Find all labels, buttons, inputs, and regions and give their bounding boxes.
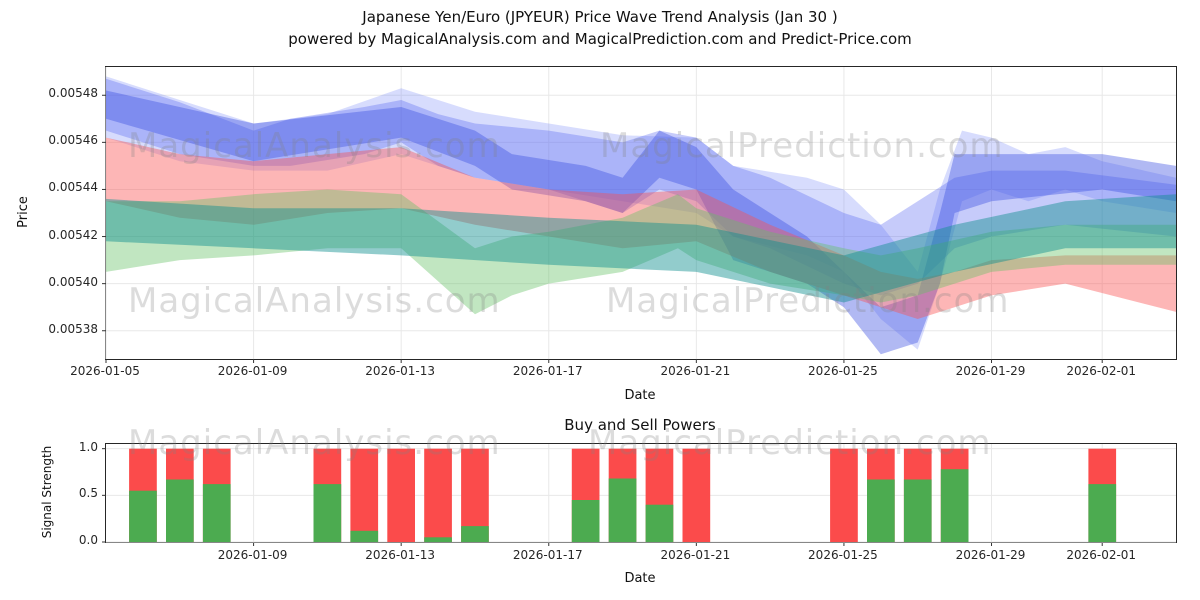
buy-bar-2026-01-12 [350,530,379,542]
figure-title-line2: powered by MagicalAnalysis.com and Magic… [288,30,912,48]
buy-bar-2026-01-07 [166,479,194,542]
buy-bar-2026-01-18 [571,500,600,542]
price-x-axis-label: Date [624,388,656,403]
price-band-teal [106,194,1176,303]
powers-x-tick-label: 2026-01-17 [512,548,583,562]
buy-bar-2026-01-28 [940,469,969,542]
price-x-tick-label: 2026-01-25 [808,364,878,378]
figure-title-line1: Japanese Yen/Euro (JPYEUR) Price Wave Tr… [362,8,838,26]
price-band-red [106,137,1176,319]
powers-x-tick-label: 2026-01-25 [808,548,878,562]
price-y-tick-label: 0.00548 [48,86,98,101]
price-y-tick-label: 0.00538 [48,321,98,336]
powers-x-tick-label: 2026-02-01 [1066,548,1137,562]
buy-bar-2026-01-19 [608,478,637,542]
powers-x-tick-label: 2026-01-21 [660,548,731,562]
buy-bar-2026-01-20 [645,504,674,542]
price-y-axis-label: Price [16,196,31,228]
buy-bar-2026-01-27 [903,479,932,542]
buy-sell-powers-chart [102,443,1177,546]
sell-bar-2026-01-12 [350,448,379,542]
powers-y-tick-label: 0.5 [78,486,98,501]
price-band-green [106,189,1176,315]
powers-chart-title: Buy and Sell Powers [564,416,716,434]
price-x-tick-label: 2026-01-17 [512,364,583,378]
price-x-tick-label: 2026-01-09 [217,364,288,378]
price-x-tick-label: 2026-01-13 [365,364,436,378]
sell-bar-2026-01-21 [682,448,711,542]
buy-bar-2026-01-15 [461,526,489,542]
buy-bar-2026-01-11 [313,484,342,542]
powers-x-tick-label: 2026-01-29 [955,548,1026,562]
price-x-tick-label: 2026-01-29 [955,364,1026,378]
price-band-blue-inner [106,90,1176,355]
powers-x-axis-label: Date [624,571,656,586]
price-x-tick-label: 2026-02-01 [1066,364,1137,378]
sell-bar-2026-01-25 [830,448,858,542]
powers-y-tick-label: 0.0 [78,533,98,547]
sell-bar-2026-01-14 [424,448,452,542]
powers-x-tick-label: 2026-01-13 [365,548,436,562]
price-y-tick-label: 0.00540 [48,274,98,289]
buy-bar-2026-01-26 [867,479,895,542]
price-band-blue-outer [106,76,1176,350]
price-wave-chart [102,66,1177,363]
powers-x-tick-label: 2026-01-09 [217,548,288,562]
price-x-tick-label: 2026-01-21 [660,364,731,378]
price-x-tick-label: 2026-01-05 [70,364,140,378]
buy-bar-2026-01-08 [202,484,231,542]
powers-y-axis-label: Signal Strength [40,445,54,539]
price-y-tick-label: 0.00546 [48,133,98,148]
powers-y-tick-label: 1.0 [78,439,98,454]
buy-bar-2026-02-01 [1088,484,1117,542]
sell-bar-2026-01-13 [387,448,415,542]
price-y-tick-label: 0.00544 [48,180,98,195]
price-y-tick-label: 0.00542 [48,227,98,242]
buy-bar-2026-01-06 [129,490,157,542]
buy-bar-2026-01-14 [424,537,452,542]
price-band-blue-mid [106,78,1176,296]
